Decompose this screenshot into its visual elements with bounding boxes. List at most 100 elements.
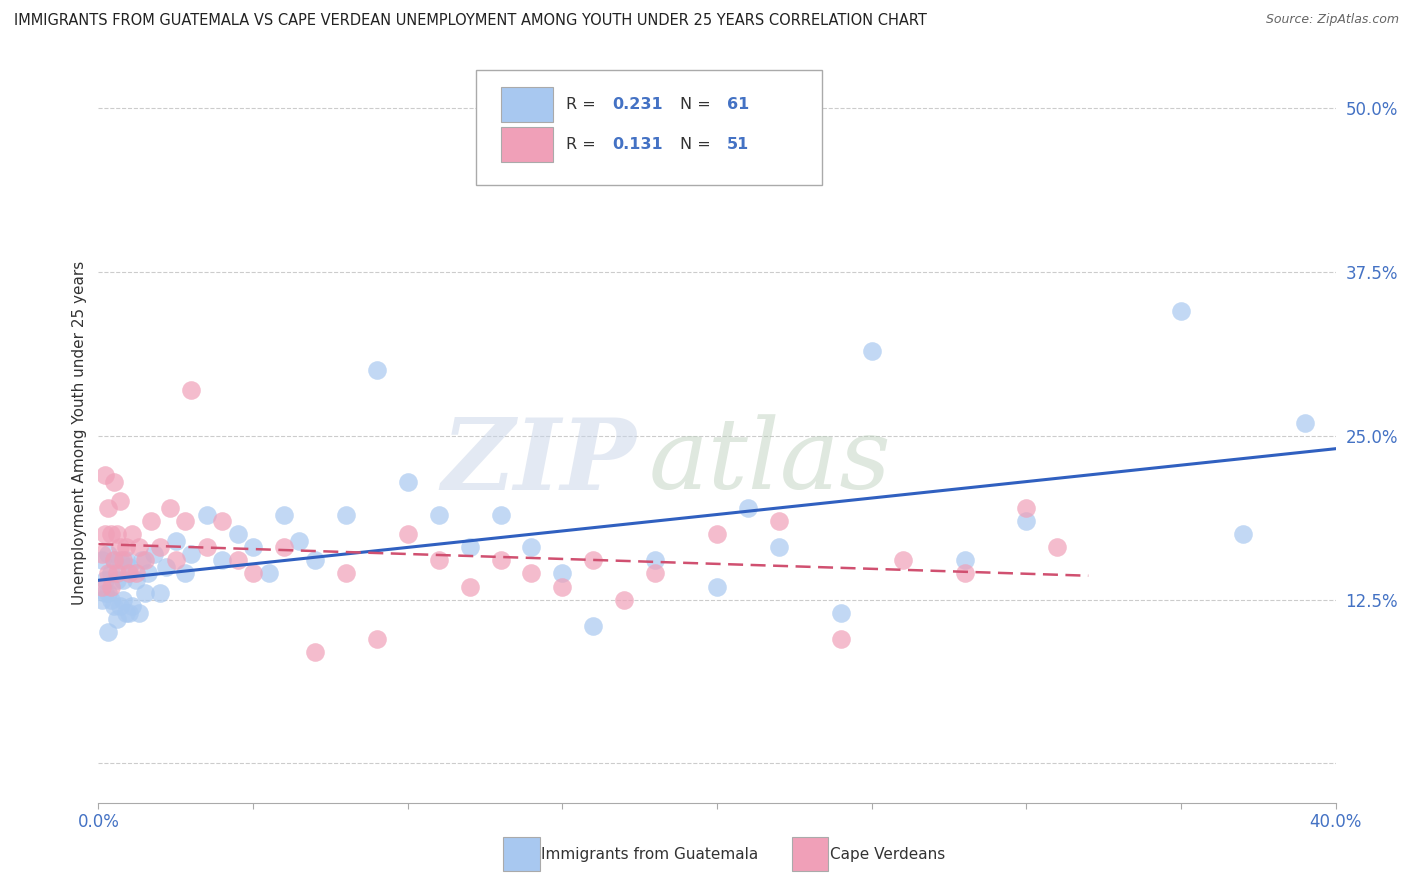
Point: [180, 547, 202, 561]
Point: [97, 625, 120, 640]
Point: [582, 619, 605, 633]
Point: [1015, 514, 1038, 528]
Point: [115, 553, 138, 567]
Point: [366, 363, 388, 377]
Point: [953, 566, 976, 581]
Text: N =: N =: [681, 97, 710, 112]
Point: [211, 514, 233, 528]
Text: 51: 51: [727, 137, 749, 153]
Point: [288, 533, 311, 548]
Text: atlas: atlas: [650, 415, 891, 510]
Point: [93, 573, 115, 587]
Point: [90, 553, 112, 567]
Point: [830, 632, 852, 646]
Point: [174, 514, 197, 528]
Point: [128, 541, 150, 555]
Point: [93, 527, 115, 541]
Point: [93, 586, 115, 600]
Point: [520, 566, 543, 581]
Point: [100, 527, 122, 541]
Point: [1046, 541, 1069, 555]
Point: [105, 573, 128, 587]
Point: [165, 533, 187, 548]
Point: [103, 553, 125, 567]
Point: [121, 527, 143, 541]
Point: [143, 547, 166, 561]
Point: [1170, 304, 1192, 318]
Text: 0.131: 0.131: [612, 137, 662, 153]
Point: [304, 553, 326, 567]
Point: [427, 508, 450, 522]
Text: 61: 61: [727, 97, 749, 112]
Point: [335, 508, 357, 522]
Point: [226, 553, 249, 567]
Point: [427, 553, 450, 567]
Point: [115, 606, 138, 620]
Point: [304, 645, 326, 659]
Point: [90, 547, 112, 561]
Point: [108, 541, 131, 555]
FancyBboxPatch shape: [501, 87, 553, 122]
Y-axis label: Unemployment Among Youth under 25 years: Unemployment Among Youth under 25 years: [72, 260, 87, 605]
Text: R =: R =: [567, 97, 596, 112]
Text: 0.231: 0.231: [612, 97, 662, 112]
Point: [93, 468, 115, 483]
Text: Cape Verdeans: Cape Verdeans: [830, 847, 945, 862]
Point: [108, 494, 131, 508]
Point: [97, 586, 120, 600]
Point: [644, 566, 666, 581]
Point: [108, 599, 131, 614]
Point: [97, 547, 120, 561]
Text: N =: N =: [681, 137, 710, 153]
Point: [644, 553, 666, 567]
Point: [149, 541, 172, 555]
Point: [103, 475, 125, 489]
Point: [159, 500, 181, 515]
Point: [165, 553, 187, 567]
Point: [706, 580, 728, 594]
Point: [155, 560, 177, 574]
Text: R =: R =: [567, 137, 596, 153]
Point: [131, 553, 153, 567]
Point: [830, 606, 852, 620]
Point: [489, 508, 512, 522]
Point: [134, 553, 156, 567]
Point: [115, 541, 138, 555]
Point: [195, 508, 218, 522]
Point: [108, 553, 131, 567]
Point: [768, 514, 790, 528]
Point: [180, 383, 202, 397]
Point: [613, 592, 636, 607]
Point: [100, 592, 122, 607]
FancyBboxPatch shape: [501, 127, 553, 162]
Point: [226, 527, 249, 541]
Point: [112, 573, 135, 587]
Text: IMMIGRANTS FROM GUATEMALA VS CAPE VERDEAN UNEMPLOYMENT AMONG YOUTH UNDER 25 YEAR: IMMIGRANTS FROM GUATEMALA VS CAPE VERDEA…: [14, 13, 927, 29]
Point: [520, 541, 543, 555]
Point: [706, 527, 728, 541]
Point: [105, 566, 128, 581]
Point: [112, 553, 135, 567]
Point: [211, 553, 233, 567]
Point: [273, 541, 295, 555]
Point: [891, 553, 914, 567]
Point: [103, 553, 125, 567]
Point: [124, 566, 146, 581]
FancyBboxPatch shape: [475, 70, 823, 185]
Text: Source: ZipAtlas.com: Source: ZipAtlas.com: [1265, 13, 1399, 27]
Point: [335, 566, 357, 581]
Point: [860, 343, 883, 358]
Point: [105, 612, 128, 626]
Point: [1015, 500, 1038, 515]
Point: [103, 599, 125, 614]
Point: [257, 566, 280, 581]
Point: [118, 606, 141, 620]
Point: [396, 527, 419, 541]
Text: ZIP: ZIP: [441, 414, 637, 510]
Point: [458, 541, 481, 555]
Point: [366, 632, 388, 646]
Point: [90, 592, 112, 607]
Point: [124, 573, 146, 587]
Point: [768, 541, 790, 555]
Point: [551, 580, 574, 594]
